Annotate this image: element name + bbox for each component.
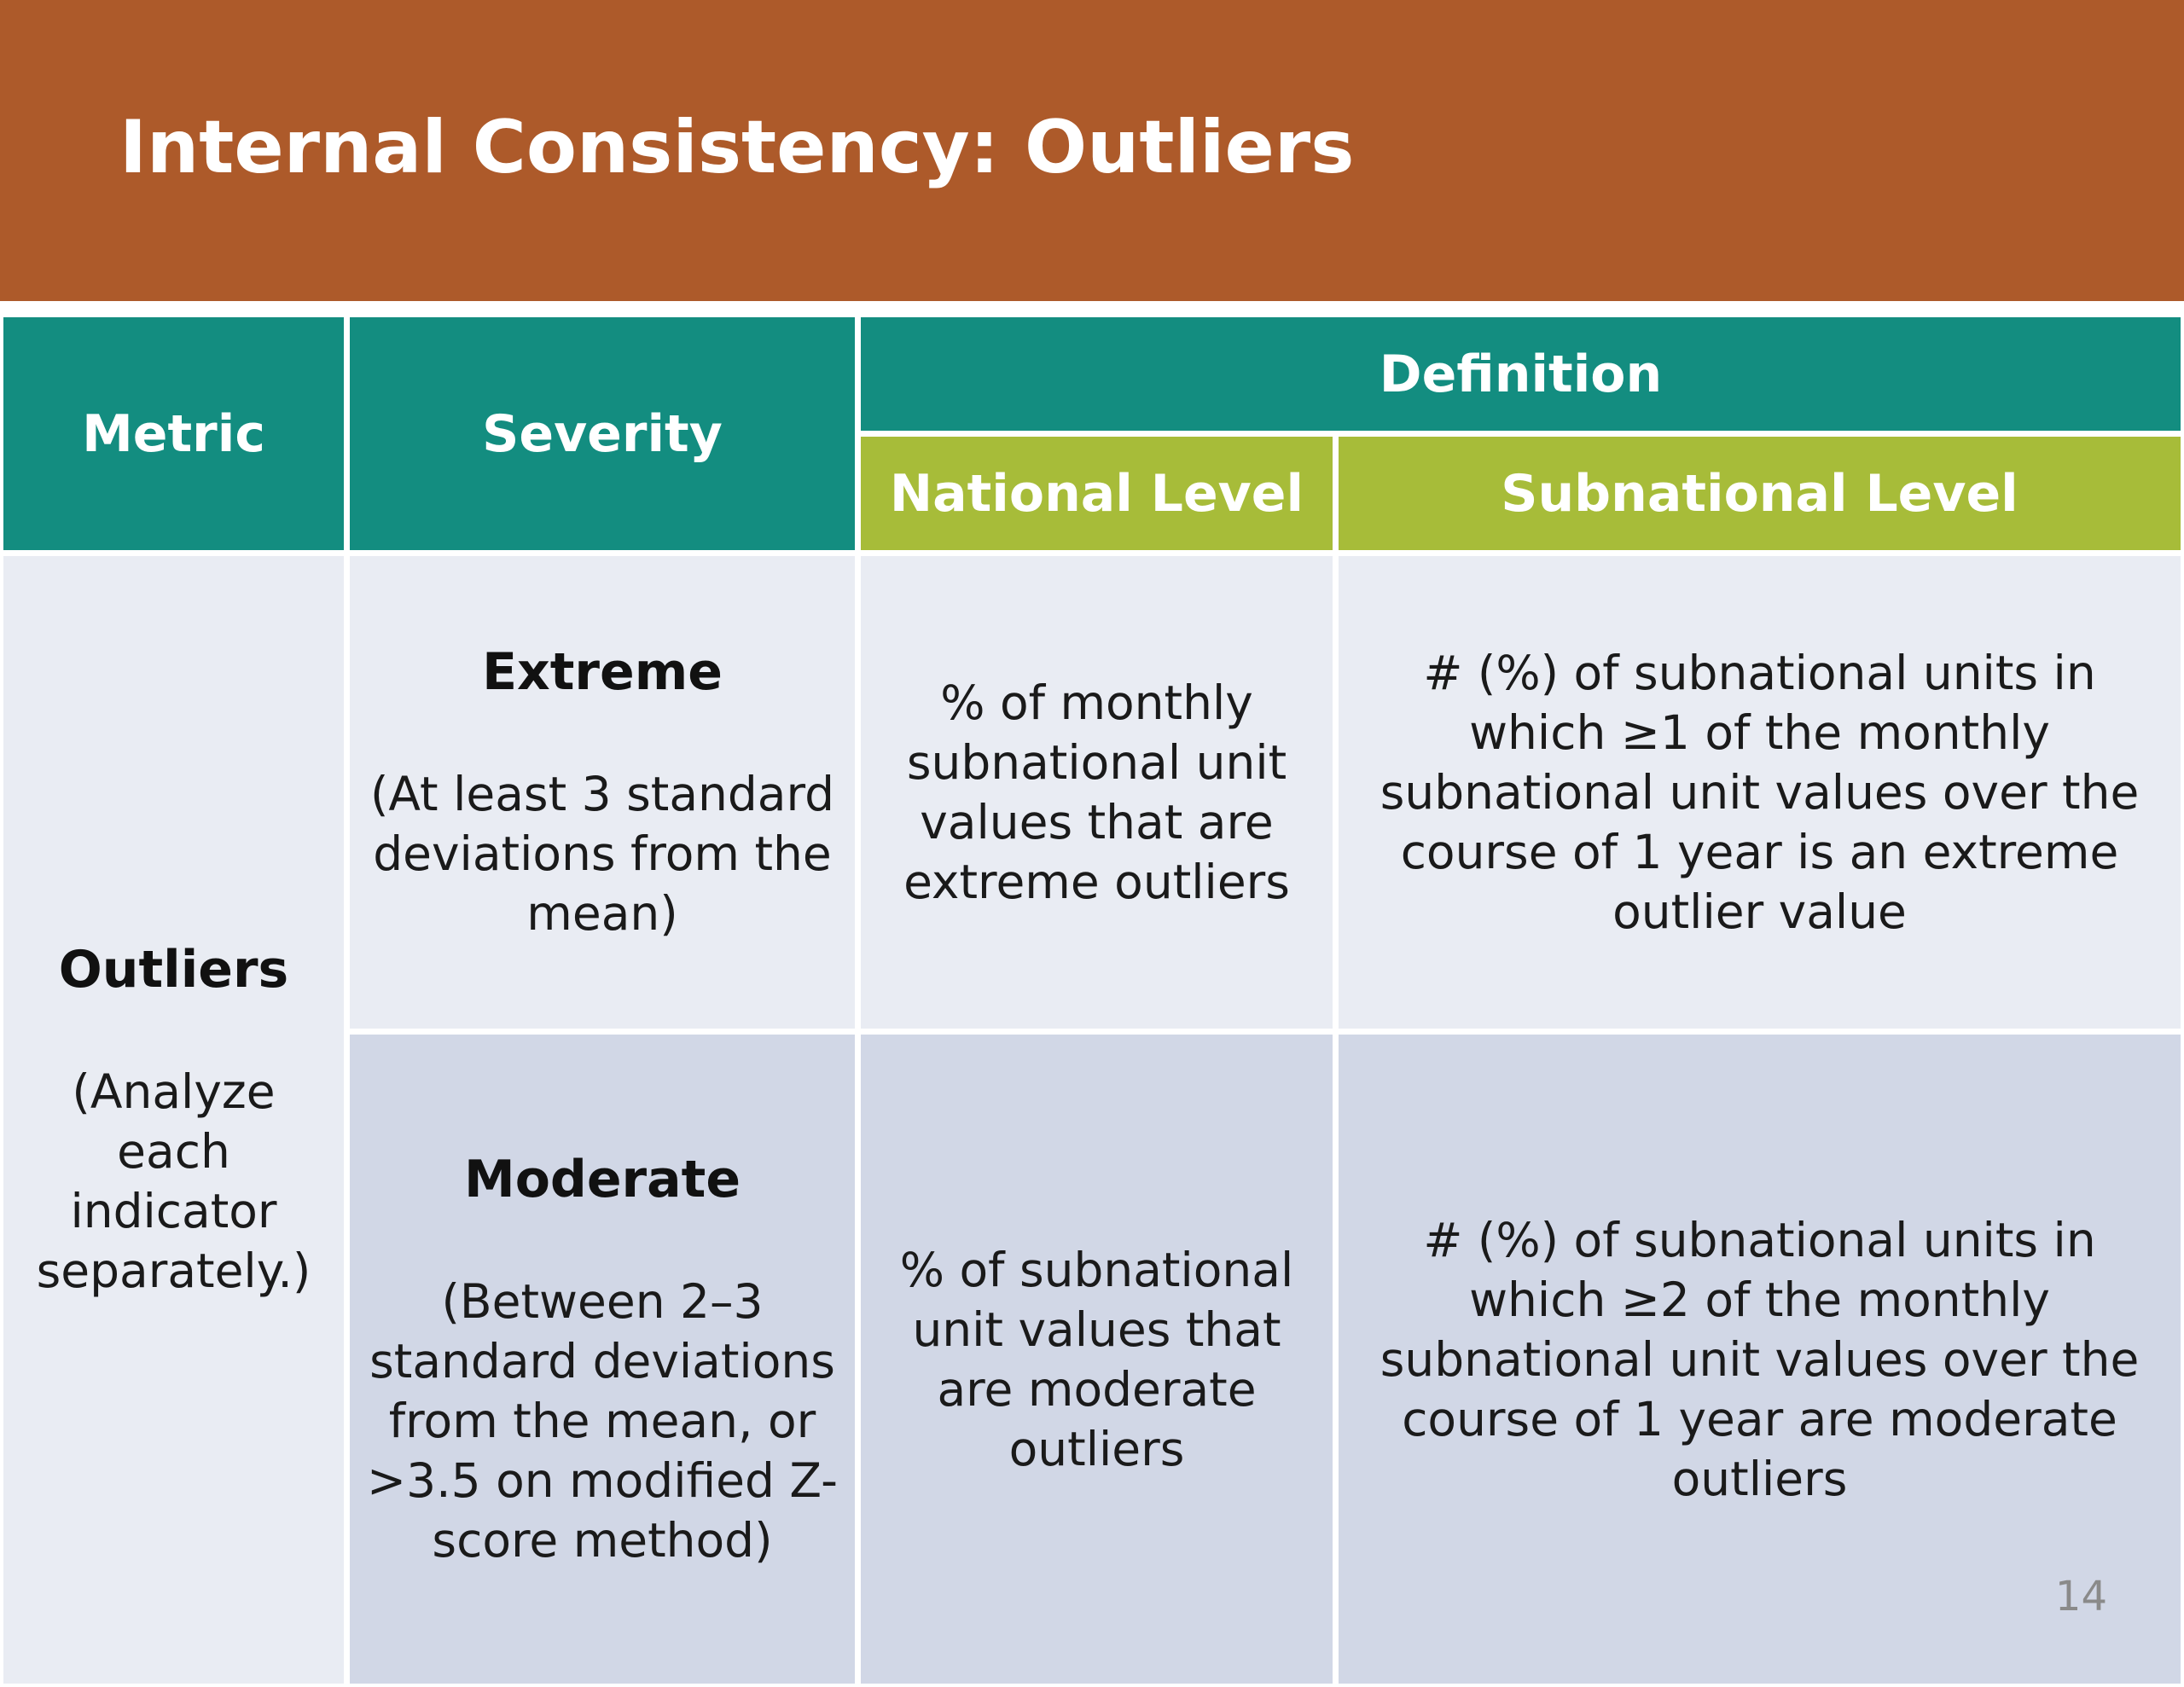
slide-title: Internal Consistency: Outliers (119, 105, 1355, 190)
header-metric-label: Metric (82, 403, 265, 464)
subnational-extreme-text: # (%) of subnational units in which ≥1 o… (1380, 646, 2140, 939)
severity-extreme-note: (At least 3 standard deviations from the… (369, 767, 835, 941)
header-severity: Severity (350, 317, 855, 550)
national-extreme-cell: % of monthly subnational unit values tha… (861, 556, 1333, 1029)
title-bar: Internal Consistency: Outliers (0, 0, 2184, 301)
header-definition: Definition (861, 317, 2181, 431)
national-extreme-text: % of monthly subnational unit values tha… (903, 675, 1290, 909)
subnational-extreme-cell: # (%) of subnational units in which ≥1 o… (1339, 556, 2181, 1029)
national-moderate-text: % of subnational unit values that are mo… (899, 1242, 1294, 1476)
metric-note: (Analyze each indicator separately.) (36, 1064, 311, 1298)
metric-cell: Outliers (Analyze each indicator separat… (3, 556, 344, 1684)
subnational-moderate-cell: # (%) of subnational units in which ≥2 o… (1339, 1035, 2181, 1684)
severity-moderate-note: (Between 2–3 standard deviations from th… (367, 1273, 838, 1568)
header-subnational-level-label: Subnational Level (1501, 463, 2018, 524)
subnational-moderate-text: # (%) of subnational units in which ≥2 o… (1380, 1212, 2140, 1506)
national-moderate-cell: % of subnational unit values that are mo… (861, 1035, 1333, 1684)
header-national-level: National Level (861, 437, 1333, 550)
header-subnational-level: Subnational Level (1339, 437, 2181, 550)
severity-moderate-cell: Moderate (Between 2–3 standard deviation… (350, 1035, 855, 1684)
header-severity-label: Severity (482, 403, 723, 464)
severity-extreme-cell: Extreme (At least 3 standard deviations … (350, 556, 855, 1029)
header-metric: Metric (3, 317, 344, 550)
header-national-level-label: National Level (889, 463, 1304, 524)
severity-moderate-label: Moderate (463, 1149, 741, 1209)
severity-extreme-label: Extreme (482, 642, 723, 702)
header-definition-label: Definition (1379, 344, 1663, 404)
page-number: 14 (2054, 1573, 2107, 1620)
metric-name: Outliers (58, 940, 289, 1000)
